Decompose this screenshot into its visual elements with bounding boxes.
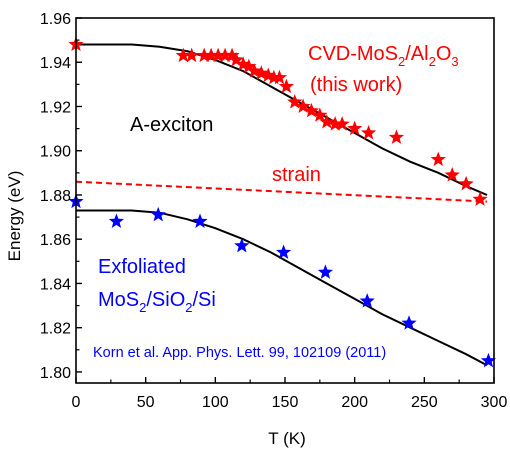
cvd-data-point bbox=[217, 47, 233, 63]
cvd-data-point bbox=[266, 69, 282, 85]
exfoliated-data-point bbox=[480, 352, 497, 368]
y-tick-label: 1.96 bbox=[40, 11, 71, 28]
cvd-data-point bbox=[458, 175, 474, 191]
cvd-data-point bbox=[303, 102, 320, 118]
cvd-data-point bbox=[235, 56, 251, 71]
cvd-data-point bbox=[260, 67, 276, 82]
exfoliated-data-point bbox=[108, 213, 125, 228]
cvd-data-point bbox=[184, 47, 200, 63]
cvd-data-point bbox=[347, 120, 363, 136]
exfoliated-substrate-label: MoS2/SiO2/Si bbox=[98, 289, 216, 315]
cvd-data-point bbox=[444, 167, 460, 182]
y-axis-title: Energy (eV) bbox=[5, 171, 24, 262]
fit-lines bbox=[75, 43, 488, 367]
cvd-data-point bbox=[319, 113, 335, 129]
x-tick-label: 250 bbox=[411, 394, 438, 411]
exfoliated-data-point bbox=[401, 315, 417, 330]
cvd-data-point bbox=[175, 47, 191, 63]
y-tick-label: 1.86 bbox=[40, 232, 71, 249]
axis-ticks: 0 50 100 150 200 250 300 1.80 1.82 1.84 1.86 1.88 1.… bbox=[40, 11, 508, 411]
cvd-series-label: CVD-MoS2/Al2O3 bbox=[308, 43, 459, 69]
a-exciton-label: A-exciton bbox=[130, 114, 213, 136]
cvd-data-point bbox=[196, 47, 212, 63]
cvd-data-point bbox=[295, 98, 311, 113]
y-tick-label: 1.94 bbox=[40, 55, 71, 72]
fit-line bbox=[76, 209, 488, 367]
cvd-data-point bbox=[253, 65, 269, 80]
cvd-data-point bbox=[430, 151, 446, 167]
x-tick-label: 200 bbox=[341, 394, 368, 411]
cvd-data-point bbox=[246, 63, 262, 78]
x-tick-label: 0 bbox=[72, 394, 81, 411]
cvd-data-point bbox=[287, 94, 303, 109]
citation-label: Korn et al. App. Phys. Lett. 99, 102109 … bbox=[93, 345, 386, 361]
exfoliated-data-point bbox=[276, 244, 292, 259]
cvd-data-point bbox=[271, 69, 288, 85]
strain-line bbox=[75, 180, 488, 203]
exfoliated-data-point bbox=[359, 293, 375, 308]
plot-frame bbox=[75, 17, 495, 384]
x-tick-label: 100 bbox=[202, 394, 229, 411]
cvd-data-point bbox=[388, 129, 405, 144]
y-tick-label: 1.82 bbox=[40, 321, 71, 338]
y-tick-label: 1.88 bbox=[40, 188, 71, 205]
exfoliated-data-point bbox=[192, 213, 208, 228]
x-tick-label: 300 bbox=[481, 394, 508, 411]
cvd-data-point bbox=[472, 191, 488, 206]
cvd-data-point bbox=[241, 58, 257, 74]
y-tick-label: 1.90 bbox=[40, 144, 71, 161]
cvd-data-point bbox=[210, 47, 226, 63]
cvd-data-point bbox=[224, 47, 240, 63]
x-tick-label: 50 bbox=[137, 394, 155, 411]
cvd-data-point bbox=[278, 78, 294, 94]
cvd-series-sublabel: (this work) bbox=[310, 74, 402, 96]
exfoliated-label: Exfoliated bbox=[98, 256, 186, 278]
y-tick-label: 1.92 bbox=[40, 99, 71, 116]
exfoliated-data-point bbox=[234, 237, 250, 253]
x-tick-label: 150 bbox=[272, 394, 299, 411]
y-tick-label: 1.80 bbox=[40, 365, 71, 382]
data-markers bbox=[68, 36, 497, 368]
strain-label: strain bbox=[272, 164, 321, 186]
cvd-data-point bbox=[334, 116, 350, 131]
cvd-data-point bbox=[228, 52, 244, 67]
cvd-data-point bbox=[203, 47, 219, 63]
y-tick-label: 1.84 bbox=[40, 276, 71, 293]
exfoliated-data-point bbox=[317, 264, 334, 279]
cvd-data-point bbox=[327, 116, 343, 131]
x-axis-title: T (K) bbox=[268, 429, 305, 448]
exfoliated-data-point bbox=[150, 206, 166, 222]
cvd-data-point bbox=[312, 107, 328, 122]
cvd-data-point bbox=[360, 125, 377, 140]
